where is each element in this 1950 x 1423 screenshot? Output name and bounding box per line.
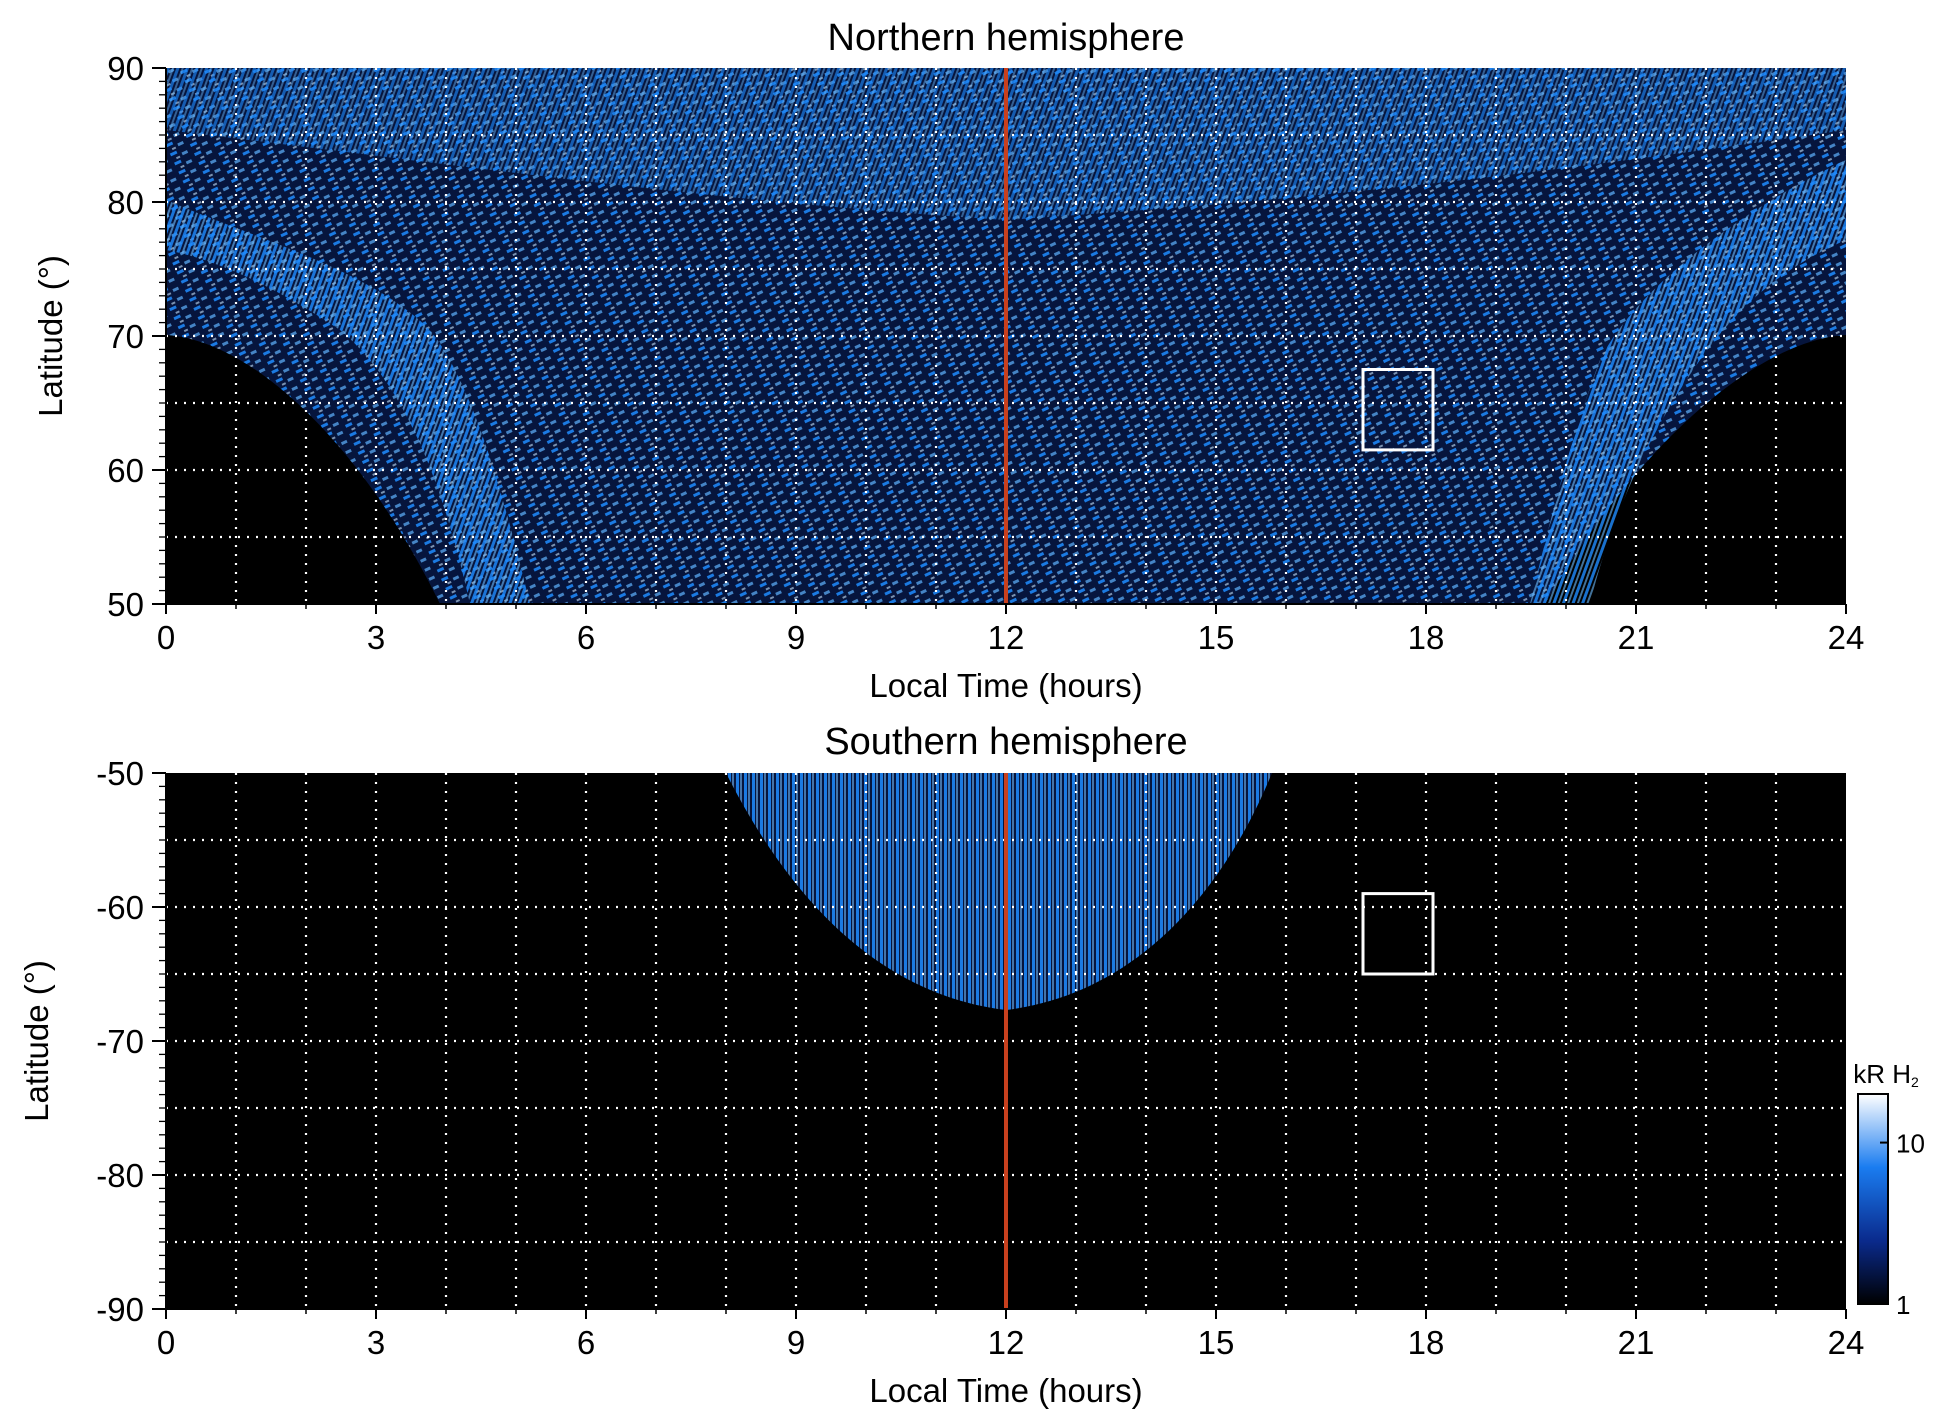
emission-region-south <box>726 773 1272 1010</box>
auroral-oval-east <box>1530 160 1846 604</box>
x-tick-label-north: 15 <box>1198 619 1235 656</box>
x-tick-label-south: 21 <box>1618 1324 1655 1361</box>
chart-title-south: Southern hemisphere <box>824 721 1187 763</box>
x-axis-label-south: Local Time (hours) <box>869 1372 1142 1409</box>
colorbar-label: kR H2 <box>1853 1059 1919 1090</box>
colorbar-tick-label: 1 <box>1896 1290 1910 1320</box>
y-tick-label-south: -50 <box>96 755 144 792</box>
chart-overlay: 0 3 6 9 12 15 18 21 24 50 60 70 80 90 0 3 6 9 12 15 18 21 24 -5… <box>96 50 1925 1361</box>
selection-box-south <box>1361 892 1435 976</box>
y-axis-label-south: Latitude (°) <box>18 960 55 1122</box>
chart-title-north: Northern hemisphere <box>828 17 1185 59</box>
y-tick-label-north: 50 <box>107 586 144 623</box>
selection-box-north <box>1361 368 1435 452</box>
x-tick-label-north: 24 <box>1828 619 1865 656</box>
y-tick-label-south: -70 <box>96 1023 144 1060</box>
x-tick-label-south: 15 <box>1198 1324 1235 1361</box>
y-axis-label-north: Latitude (°) <box>32 255 69 417</box>
auroral-oval-west <box>166 200 530 604</box>
x-axis-label-north: Local Time (hours) <box>869 667 1142 704</box>
y-tick-label-north: 90 <box>107 50 144 87</box>
x-tick-label-north: 21 <box>1618 619 1655 656</box>
x-tick-label-south: 18 <box>1408 1324 1445 1361</box>
x-tick-label-north: 6 <box>577 619 595 656</box>
x-tick-label-north: 3 <box>367 619 385 656</box>
x-tick-label-north: 12 <box>988 619 1025 656</box>
colorbar-tick-label: 10 <box>1896 1129 1925 1159</box>
x-tick-label-north: 0 <box>157 619 175 656</box>
y-tick-label-north: 80 <box>107 184 144 221</box>
y-tick-label-south: -60 <box>96 889 144 926</box>
y-tick-label-south: -80 <box>96 1157 144 1194</box>
y-tick-label-north: 60 <box>107 452 144 489</box>
y-tick-label-south: -90 <box>96 1291 144 1328</box>
x-tick-label-south: 12 <box>988 1324 1025 1361</box>
x-tick-label-south: 24 <box>1828 1324 1865 1361</box>
x-tick-label-south: 3 <box>367 1324 385 1361</box>
x-tick-label-south: 0 <box>157 1324 175 1361</box>
x-tick-label-north: 18 <box>1408 619 1445 656</box>
x-tick-label-south: 9 <box>787 1324 805 1361</box>
y-tick-label-north: 70 <box>107 318 144 355</box>
x-tick-label-north: 9 <box>787 619 805 656</box>
emission-texture-south <box>726 773 1272 1010</box>
colorbar <box>1857 1093 1889 1305</box>
x-tick-label-south: 6 <box>577 1324 595 1361</box>
